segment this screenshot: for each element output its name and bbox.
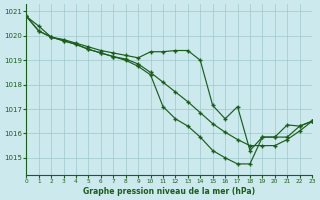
X-axis label: Graphe pression niveau de la mer (hPa): Graphe pression niveau de la mer (hPa) xyxy=(83,187,255,196)
